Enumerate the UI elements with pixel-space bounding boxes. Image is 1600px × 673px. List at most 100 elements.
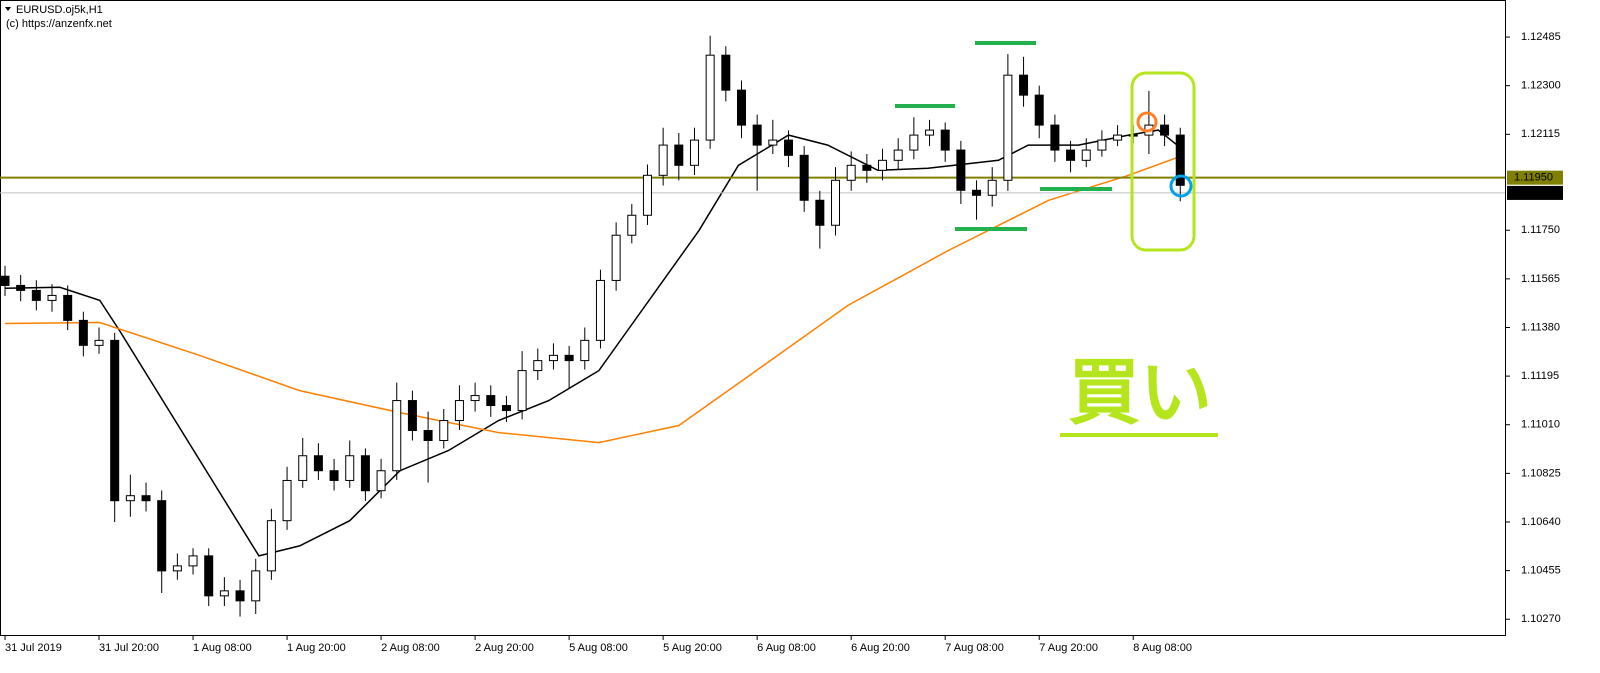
- candle-body: [784, 139, 793, 156]
- candle-body: [298, 455, 308, 481]
- candle-body: [1050, 124, 1060, 151]
- candle-body: [282, 479, 292, 522]
- orange-circle: [1136, 111, 1158, 133]
- candle-body: [595, 279, 605, 341]
- annotation: 買い: [1068, 351, 1212, 435]
- moving-average: [4, 154, 1184, 444]
- candle-body: [768, 139, 778, 146]
- candle-body: [1113, 134, 1123, 141]
- candle-body: [94, 339, 104, 346]
- candle-body: [862, 164, 872, 171]
- y-tick-label: 1.12485: [1521, 31, 1561, 43]
- candle-body: [533, 360, 543, 372]
- price-label-box: [1507, 170, 1563, 185]
- candle-body: [16, 284, 26, 291]
- candle-body: [266, 520, 276, 572]
- candle-body: [956, 149, 966, 191]
- candle-body: [564, 354, 574, 362]
- candle-body: [1160, 124, 1170, 136]
- x-tick-label: 1 Aug 08:00: [193, 642, 252, 654]
- candle-body: [705, 54, 715, 141]
- menu-arrow: [5, 7, 11, 11]
- y-tick-label: 1.11380: [1521, 321, 1560, 333]
- candle-body: [580, 339, 590, 362]
- x-tick-label: 5 Aug 08:00: [569, 642, 628, 654]
- price-label-box: [1507, 185, 1563, 200]
- candle-body: [313, 455, 323, 472]
- candle-body: [642, 174, 652, 216]
- candle-body: [1019, 74, 1029, 96]
- candle-body: [329, 470, 339, 481]
- candle-body: [1034, 94, 1044, 126]
- x-tick-label: 31 Jul 2019: [5, 642, 62, 654]
- x-tick-label: 6 Aug 20:00: [851, 642, 910, 654]
- candle-body: [736, 89, 746, 126]
- candle-body: [486, 395, 496, 407]
- candle-body: [63, 294, 73, 321]
- candle-body: [501, 405, 511, 412]
- candle-body: [423, 430, 433, 442]
- x-tick-label: 6 Aug 08:00: [757, 642, 816, 654]
- candle-body: [0, 275, 10, 286]
- candle-body: [987, 179, 997, 196]
- candle-body: [251, 570, 261, 602]
- candle-body: [1175, 134, 1185, 186]
- candle-body: [548, 354, 558, 362]
- candle-body: [674, 144, 684, 166]
- x-tick-label: 7 Aug 20:00: [1039, 642, 1098, 654]
- x-tick-label: 5 Aug 20:00: [663, 642, 722, 654]
- candle-body: [110, 339, 120, 502]
- moving-average: [4, 129, 1184, 557]
- candle-body: [47, 294, 57, 301]
- candle-body: [940, 129, 950, 151]
- candle-body: [31, 289, 41, 301]
- candle-body: [972, 189, 982, 196]
- x-tick-label: 2 Aug 08:00: [381, 642, 440, 654]
- candle-body: [219, 590, 229, 597]
- x-tick-label: 2 Aug 20:00: [475, 642, 534, 654]
- candle-body: [204, 555, 214, 597]
- candle-body: [235, 590, 245, 602]
- blue-circle: [1169, 174, 1193, 198]
- y-tick-label: 1.12115: [1521, 128, 1560, 140]
- y-tick-label: 1.11010: [1521, 419, 1560, 431]
- candle-body: [627, 214, 637, 236]
- candle-body: [141, 495, 151, 502]
- candle-body: [909, 134, 919, 151]
- x-tick-label: 7 Aug 08:00: [945, 642, 1004, 654]
- candle-body: [454, 400, 464, 422]
- y-tick-label: 1.11750: [1521, 224, 1560, 236]
- candle-body: [470, 395, 480, 402]
- candle-body: [689, 139, 699, 166]
- candle-body: [925, 129, 935, 136]
- candle-body: [831, 179, 841, 226]
- candle-body: [611, 234, 621, 281]
- candle-body: [407, 400, 417, 432]
- candle-body: [1003, 74, 1013, 181]
- y-tick-label: 1.11195: [1521, 370, 1559, 382]
- y-tick-label: 1.10825: [1521, 467, 1561, 479]
- highlight-box: [1130, 71, 1196, 252]
- x-tick-label: 8 Aug 08:00: [1133, 642, 1192, 654]
- price-label: 1.11892: [1514, 187, 1553, 199]
- candle-body: [376, 470, 386, 492]
- x-tick-label: 1 Aug 20:00: [287, 642, 346, 654]
- y-tick-label: 1.10455: [1521, 565, 1561, 577]
- chart-title: EURUSD.oj5k,H1: [16, 4, 103, 16]
- y-tick-label: 1.10270: [1521, 613, 1561, 625]
- candle-body: [1081, 149, 1091, 161]
- y-tick-label: 1.11565: [1521, 273, 1560, 285]
- candle-body: [360, 455, 370, 492]
- candle-body: [345, 455, 355, 481]
- candle-body: [157, 500, 167, 572]
- candle-body: [172, 565, 182, 572]
- candle-body: [188, 555, 198, 567]
- candle-body: [815, 199, 825, 226]
- candle-body: [752, 124, 762, 146]
- candle-body: [878, 159, 888, 171]
- candle-body: [893, 149, 903, 161]
- x-tick-label: 31 Jul 20:00: [99, 642, 159, 654]
- candle-body: [439, 420, 449, 442]
- plot-frame: [0, 0, 1506, 636]
